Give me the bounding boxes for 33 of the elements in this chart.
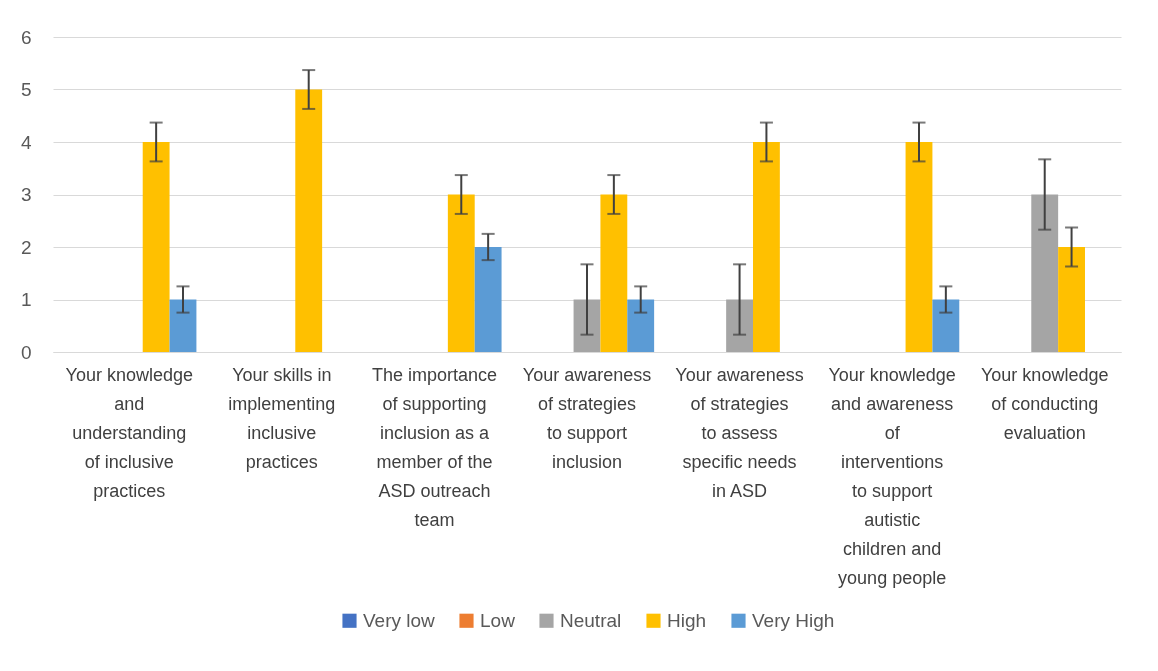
x-tick-label: Your awareness of strategies to support inclusion: [522, 364, 652, 472]
y-tick-label: 5: [20, 79, 32, 100]
bar: [627, 299, 655, 352]
x-tick-label: Your knowledge and understanding of inclusive practices: [65, 364, 193, 501]
bar: [1058, 247, 1085, 352]
legend-label: Neutral: [560, 609, 622, 631]
bar: [474, 247, 502, 352]
y-tick-label: 2: [20, 236, 32, 258]
bar: [753, 142, 780, 352]
legend-label: Very low: [363, 609, 436, 631]
x-tick-label: Your skills in implementing inclusive practices: [228, 364, 336, 472]
legend-label: Very High: [752, 609, 835, 631]
legend-label: High: [667, 609, 707, 631]
bar: [1031, 194, 1059, 352]
y-tick-label: 0: [20, 341, 32, 363]
x-tick-label: Your knowledge of conducting evaluation: [981, 364, 1109, 443]
bar: [905, 142, 933, 352]
legend-label: Low: [480, 609, 516, 631]
y-tick-label: 4: [20, 131, 32, 153]
bar: [142, 142, 170, 352]
bar: [169, 299, 197, 352]
bar: [600, 194, 628, 352]
bar: [573, 299, 601, 352]
bar: [726, 299, 753, 352]
x-tick-label: Your knowledge and awareness of interventions to support autistic children and young people: [828, 364, 956, 588]
y-tick-label: 1: [20, 289, 32, 310]
y-tick-label: 6: [20, 26, 32, 48]
x-tick-label: The importance of supporting inclusion as a member of the ASD outreach team: [371, 364, 497, 530]
bar: [447, 194, 475, 352]
bar: [932, 299, 960, 352]
y-tick-label: 3: [20, 184, 32, 205]
bar: [295, 89, 323, 352]
x-tick-label: Your awareness of strategies to assess specific needs in ASD: [675, 364, 804, 501]
